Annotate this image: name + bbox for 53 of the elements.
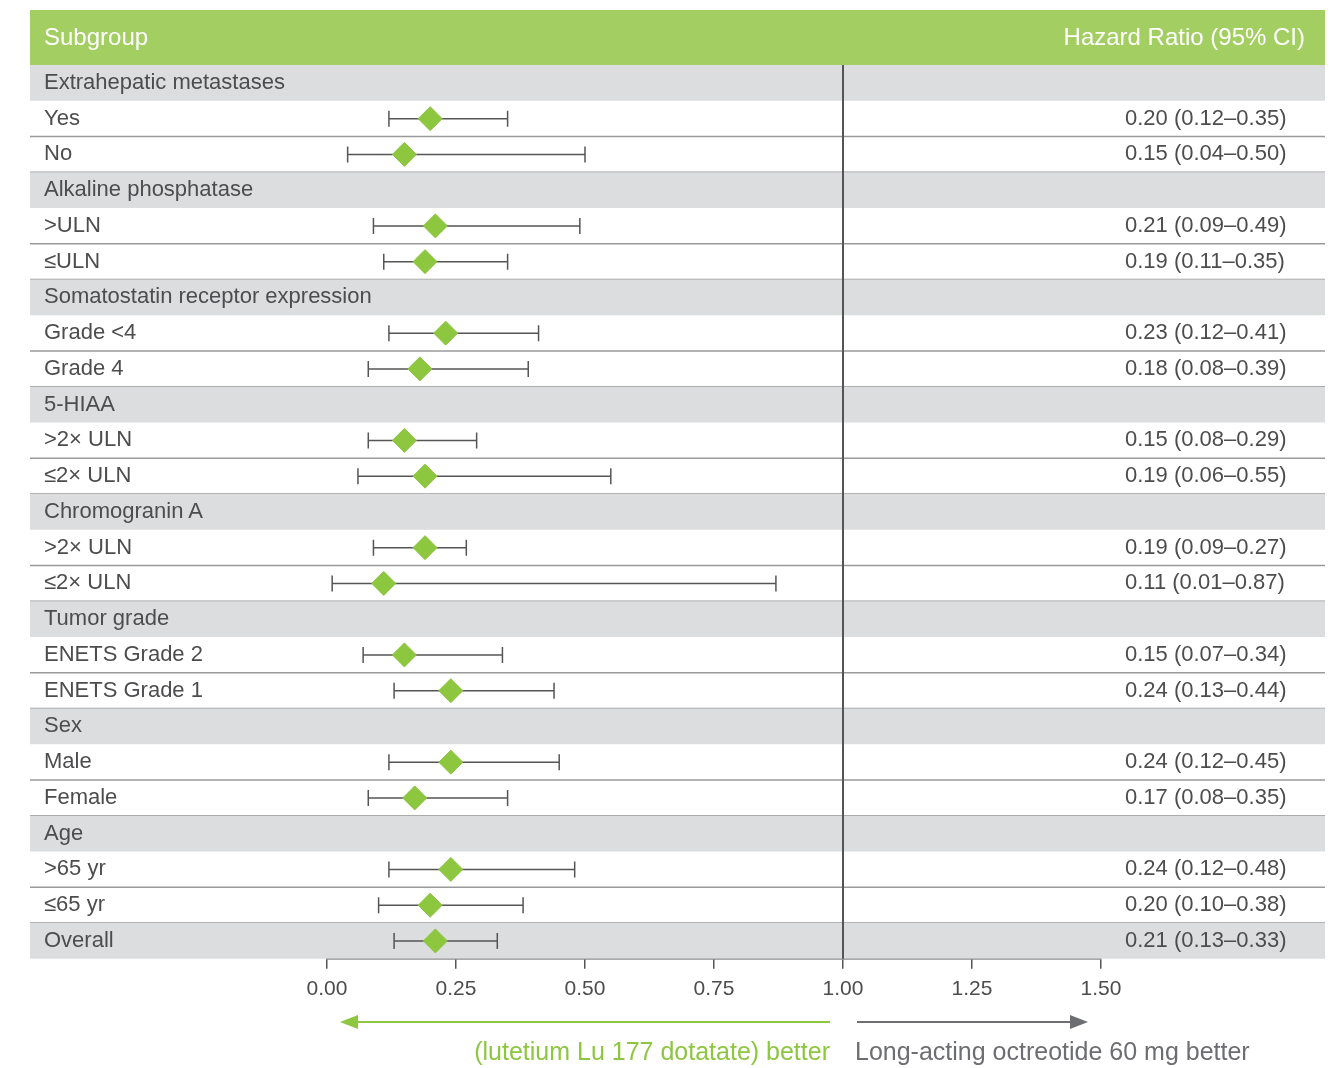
data-label: 0.17 (0.08–0.35) [1125,783,1287,809]
y-tick-label: No [44,140,73,166]
data-label: 0.19 (0.11–0.35) [1125,247,1285,273]
data-label: 0.20 (0.10–0.38) [1125,891,1287,917]
data-label: 0.15 (0.04–0.50) [1125,140,1287,166]
y-tick-label: Alkaline phosphatase [44,176,254,202]
y-tick-label: Overall [44,926,114,952]
y-tick-label: Female [44,783,118,809]
x-tick-label: 0.75 [693,976,735,1000]
y-tick-label: ≤ULN [44,247,101,273]
x-tick-label: 0.50 [564,976,606,1000]
y-tick-label: ENETS Grade 2 [44,640,203,666]
y-tick-label: Extrahepatic metastases [44,68,285,94]
y-tick-label: Male [44,748,92,774]
y-tick-label: >2× ULN [44,426,133,452]
data-label: 0.21 (0.13–0.33) [1125,926,1287,952]
text: Long-acting octreotide 60 mg better [855,1036,1250,1065]
data-label: 0.23 (0.12–0.41) [1125,319,1287,345]
y-tick-label: ≤65 yr [44,891,105,917]
y-tick-label: >65 yr [44,855,106,881]
text: (lutetium Lu 177 dotatate) better [474,1036,830,1065]
data-label: 0.21 (0.09–0.49) [1125,211,1287,237]
x-tick-label: 0.25 [435,976,477,1000]
y-tick-label: Sex [44,712,82,738]
y2-axis-title: Hazard Ratio (95% CI) [1063,22,1305,50]
data-label: 0.18 (0.08–0.39) [1125,354,1287,380]
y-tick-label: >ULN [44,211,101,237]
data-label: 0.11 (0.01–0.87) [1125,569,1285,595]
x-tick-label: 1.00 [822,976,864,1000]
y-tick-label: Grade 4 [44,354,124,380]
y-tick-label: Chromogranin A [44,497,204,523]
y-tick-label: 5-HIAA [44,390,116,416]
y-tick-label: Grade <4 [44,319,137,345]
data-label: 0.15 (0.07–0.34) [1125,640,1287,666]
x-tick-label: 0.00 [306,976,348,1000]
y-axis-title: Subgroup [44,22,149,50]
data-label: 0.20 (0.12–0.35) [1125,104,1287,130]
data-label: 0.24 (0.13–0.44) [1125,676,1287,702]
y-tick-label: Tumor grade [44,605,170,631]
y-tick-label: Yes [44,104,80,130]
data-label: 0.19 (0.09–0.27) [1125,533,1287,559]
y-tick-label: ≤2× ULN [44,462,132,488]
data-label: 0.24 (0.12–0.45) [1125,748,1287,774]
x-tick-label: 1.25 [951,976,993,1000]
y-tick-label: >2× ULN [44,533,133,559]
data-label: 0.15 (0.08–0.29) [1125,426,1287,452]
data-label: 0.19 (0.06–0.55) [1125,462,1287,488]
y-tick-label: Age [44,819,84,845]
y-tick-label: ≤2× ULN [44,569,132,595]
y-tick-label: ENETS Grade 1 [44,676,203,702]
x-tick-label: 1.50 [1080,976,1122,1000]
data-label: 0.24 (0.12–0.48) [1125,855,1287,881]
y-tick-label: Somatostatin receptor expression [44,283,372,309]
